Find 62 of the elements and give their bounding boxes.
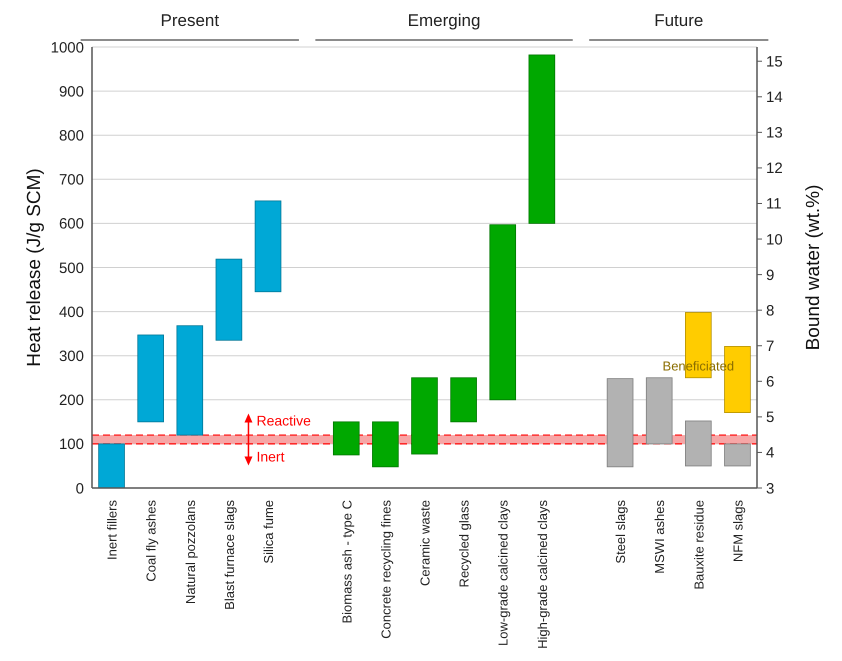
bar	[98, 444, 125, 488]
y-tick-label: 600	[58, 216, 84, 233]
x-tick-label: Ceramic waste	[418, 500, 432, 586]
x-tick-label: Concrete recycling fines	[378, 500, 394, 639]
y-tick-label: 100	[58, 436, 84, 454]
x-tick-label: NFM slags	[730, 500, 746, 562]
x-tick-label: High-grade calcined clays	[534, 500, 550, 649]
x-tick-label: Inert fillers	[104, 500, 120, 560]
y-axis-title: Heat release (J/g SCM)	[24, 168, 45, 367]
y-tick-label: 1000	[50, 39, 84, 56]
x-tick-label: Silica fume	[261, 500, 276, 564]
bar	[176, 325, 204, 436]
x-tick-label: Coal fly ashes	[144, 500, 159, 582]
text: Future	[654, 11, 704, 30]
y2-tick-label: 12	[766, 160, 783, 178]
y-tick-label: 900	[58, 83, 84, 100]
y2-tick-label: 8	[766, 302, 774, 320]
bar	[254, 200, 282, 292]
x-tick-label: Biomass ash - type C	[339, 500, 354, 624]
y2-tick-label: 14	[766, 89, 783, 106]
y2-tick-label: 15	[766, 53, 783, 70]
bar	[450, 377, 477, 422]
y2-tick-label: 4	[766, 444, 774, 462]
bar	[372, 421, 399, 468]
y-tick-label: 800	[58, 127, 84, 144]
bar	[332, 421, 360, 456]
x-tick-label: Low-grade calcined clays	[496, 500, 511, 646]
y-tick-label: 500	[58, 260, 84, 277]
text: Emerging	[408, 11, 480, 30]
x-tick-label: Bauxite residue	[691, 500, 706, 590]
y2-tick-label: 7	[766, 338, 774, 355]
x-tick-label: Steel slags	[613, 500, 628, 564]
y2-tick-label: 10	[766, 231, 783, 248]
y2-tick-label: 3	[766, 480, 774, 498]
annotation: Reactive	[256, 412, 312, 428]
x-tick-label: Blast furnace slags	[222, 500, 237, 610]
y-tick-label: 400	[58, 304, 84, 321]
x-tick-label: Recycled glass	[456, 500, 472, 588]
bar	[724, 444, 751, 466]
y2-tick-label: 11	[766, 196, 782, 213]
y2-tick-label: 5	[766, 409, 774, 426]
y2-tick-label: 13	[766, 124, 783, 142]
y-tick-label: 200	[58, 392, 84, 410]
x-tick-label: Natural pozzolans	[182, 500, 198, 604]
bar	[528, 54, 556, 224]
bar	[685, 420, 712, 466]
y-tick-label: 0	[76, 480, 84, 498]
bar	[606, 378, 634, 468]
y-tick-label: 700	[58, 172, 84, 189]
y2-tick-label: 6	[766, 374, 774, 391]
bar	[411, 377, 438, 454]
bar	[489, 224, 516, 400]
annotation: Inert	[256, 448, 285, 464]
y2-tick-label: 9	[766, 266, 774, 284]
y-tick-label: 300	[58, 348, 84, 365]
x-tick-label: MSWI ashes	[652, 500, 668, 574]
bar	[216, 258, 242, 341]
text: Present	[160, 11, 220, 30]
y2-axis-title: Bound water (wt.%)	[803, 184, 824, 350]
bar	[137, 334, 164, 422]
bar	[646, 377, 673, 444]
annotation: Beneficiated	[662, 358, 734, 374]
